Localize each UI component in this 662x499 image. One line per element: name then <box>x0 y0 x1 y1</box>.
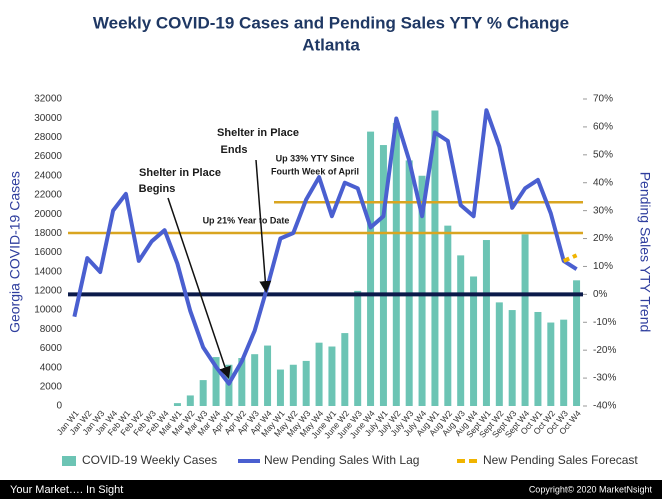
y2-tick-label: -30% <box>593 373 616 384</box>
y-tick-label: 8000 <box>40 324 63 335</box>
y2-tick-label: 60% <box>593 122 613 133</box>
y-tick-label: 10000 <box>34 305 62 316</box>
bar <box>302 360 310 406</box>
annotation: Begins <box>139 183 176 195</box>
y-tick-label: 0 <box>56 401 62 412</box>
bar <box>379 145 387 407</box>
bar <box>444 225 452 406</box>
y2-tick-label: -20% <box>593 345 616 356</box>
y-tick-label: 2000 <box>40 381 63 392</box>
legend-label: New Pending Sales Forecast <box>483 453 638 467</box>
y-tick-label: 22000 <box>34 190 62 201</box>
annotation: Up 33% YTY Since <box>276 153 355 163</box>
annotation: Shelter in Place <box>217 127 299 139</box>
bar <box>367 131 375 406</box>
annotation-arrow <box>167 197 231 379</box>
bar <box>328 346 336 406</box>
y-tick-label: 4000 <box>40 362 63 373</box>
y-tick-label: 24000 <box>34 170 62 181</box>
y2-tick-label: 0% <box>593 289 608 300</box>
bar <box>431 110 439 406</box>
y2-tick-label: 10% <box>593 261 613 272</box>
legend-label: COVID-19 Weekly Cases <box>82 453 217 467</box>
bar <box>251 354 259 406</box>
y2-tick-label: 50% <box>593 149 613 160</box>
y-tick-label: 16000 <box>34 247 62 258</box>
bar <box>547 322 555 406</box>
bar <box>418 175 426 406</box>
bar <box>392 122 400 406</box>
bar <box>457 255 465 406</box>
y-tick-label: 12000 <box>34 286 62 297</box>
bar <box>173 403 181 406</box>
bar <box>315 342 323 406</box>
y2-tick-label: 40% <box>593 177 613 188</box>
bar <box>238 358 246 406</box>
y2-tick-label: 20% <box>593 233 613 244</box>
y-tick-label: 32000 <box>34 94 62 105</box>
legend-label: New Pending Sales With Lag <box>264 453 419 467</box>
footer-left: Your Market…. In Sight <box>10 484 123 496</box>
y-tick-label: 26000 <box>34 151 62 162</box>
bar <box>354 290 362 406</box>
chart-subtitle: Atlanta <box>302 35 360 54</box>
bar <box>199 380 207 406</box>
annotation: Fourth Week of April <box>271 166 359 176</box>
annotation: Up 21% Year to Date <box>203 215 290 225</box>
footer-right: Copyright© 2020 MarketNsight <box>529 484 653 494</box>
bar <box>341 333 349 406</box>
line <box>72 108 578 386</box>
bar <box>508 310 516 406</box>
bar <box>276 369 284 406</box>
y2-tick-label: -40% <box>593 401 616 412</box>
y2-tick-label: 70% <box>593 94 613 105</box>
y-tick-label: 28000 <box>34 132 62 143</box>
bar <box>482 240 490 406</box>
bar <box>470 276 478 406</box>
legend-swatch <box>62 456 76 466</box>
bar <box>521 234 529 406</box>
y2-axis-label: Pending Sales YTY Trend <box>637 172 653 333</box>
y-axis-label: Georgia COVID-19 Cases <box>7 171 23 333</box>
bar <box>212 357 220 406</box>
bar <box>573 280 581 406</box>
bar <box>289 364 297 406</box>
bar <box>186 395 194 406</box>
bar <box>405 160 413 406</box>
bar <box>495 302 503 406</box>
y-tick-label: 6000 <box>40 343 63 354</box>
y-tick-label: 14000 <box>34 266 62 277</box>
annotation: Shelter in Place <box>139 167 221 179</box>
y2-tick-label: -10% <box>593 317 616 328</box>
forecast-line <box>562 253 578 263</box>
annotation: Ends <box>221 144 248 156</box>
y-tick-label: 20000 <box>34 209 62 220</box>
footer-bar <box>0 480 662 499</box>
y-tick-label: 30000 <box>34 113 62 124</box>
bar <box>534 311 542 406</box>
bar <box>264 345 272 406</box>
y2-tick-label: 30% <box>593 205 613 216</box>
chart-title: Weekly COVID-19 Cases and Pending Sales … <box>93 13 569 32</box>
annotation-arrow <box>255 159 272 293</box>
bar <box>560 319 568 406</box>
y-tick-label: 18000 <box>34 228 62 239</box>
